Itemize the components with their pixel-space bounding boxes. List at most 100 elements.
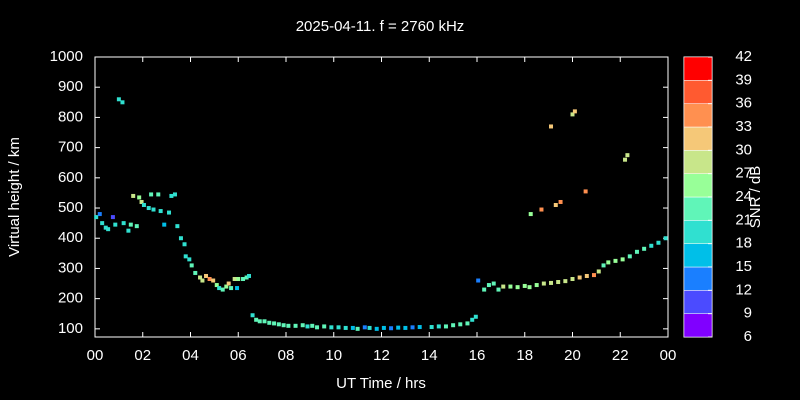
data-point [596,269,601,274]
data-point [229,286,234,291]
data-point [214,283,219,288]
data-point [634,249,639,254]
data-point [151,207,156,212]
data-point [158,209,163,214]
data-point [198,275,203,280]
data-point [620,257,625,262]
data-point [241,277,246,282]
data-point [172,192,177,197]
data-point [131,193,136,198]
colorbar-band [683,243,713,268]
data-point [137,195,142,200]
x-tick-label: 00 [660,347,677,364]
data-point [656,240,661,245]
data-point [146,206,151,211]
data-point [178,236,183,241]
data-point [355,326,360,331]
x-tick-label: 06 [230,347,247,364]
data-point [515,285,520,290]
data-point [286,323,291,328]
data-point [300,323,305,328]
y-tick-label: 300 [58,259,83,276]
data-point [281,323,286,328]
data-point [553,203,558,208]
data-point [528,212,533,217]
colorbar-band [683,80,713,104]
data-point [374,326,379,331]
data-point [139,199,144,204]
colorbar-tick-label: 24 [735,188,752,205]
data-point [591,273,596,278]
data-point [200,278,205,283]
data-point [663,236,668,241]
data-point [458,322,463,327]
data-point [267,320,272,325]
chart-title: 2025-04-11. f = 2760 kHz [296,18,465,35]
data-point [94,215,99,220]
data-point [236,277,241,282]
data-point [336,325,341,330]
data-point [381,325,386,330]
data-point [601,263,606,268]
data-point [128,222,133,227]
colorbar-band [683,126,713,151]
data-point [149,192,154,197]
data-point [522,283,527,288]
data-point [232,277,237,282]
colorbar-tick-label: 12 [735,281,752,298]
colorbar-tick-label: 27 [735,165,752,182]
colorbar-band [683,196,713,221]
data-point [113,222,118,227]
data-point [403,325,408,330]
data-point [329,325,334,330]
y-tick-label: 400 [58,229,83,246]
y-tick-label: 800 [58,108,83,125]
data-point [121,221,126,226]
colorbar-label: SNR / dB [747,166,764,229]
data-point [343,325,348,330]
data-point [389,326,394,331]
data-point [563,279,568,284]
y-tick-label: 600 [58,169,83,186]
data-point [486,283,491,288]
data-point [534,283,539,288]
colorbar-tick-label: 9 [744,305,752,322]
data-point [189,263,194,268]
data-point [257,319,262,324]
colorbar-tick-label: 42 [735,48,752,65]
data-point [193,270,198,275]
data-point [410,325,415,330]
data-point [627,254,632,259]
data-point [436,324,441,329]
y-tick-label: 1000 [50,48,83,65]
data-point [120,100,125,105]
data-point [549,124,554,129]
data-point [625,153,630,158]
data-point [110,215,115,220]
data-point [443,324,448,329]
data-point [207,277,212,282]
data-point [254,317,259,322]
y-tick-label: 500 [58,199,83,216]
x-tick-label: 22 [612,347,629,364]
data-point [103,225,108,230]
data-point [141,203,146,208]
data-point [235,286,240,291]
data-point [310,323,315,328]
data-point [367,325,372,330]
data-point [429,325,434,330]
data-point [211,278,216,283]
data-point [476,278,481,283]
data-point [613,258,618,263]
x-tick-label: 00 [87,347,104,364]
colorbar-tick-label: 6 [744,328,752,345]
data-point [106,227,111,232]
data-point [558,199,563,204]
data-point [226,281,231,286]
colorbar-tick-label: 15 [735,258,752,275]
data-point [204,273,209,278]
colorbar-tick-label: 18 [735,235,752,252]
x-tick-label: 18 [516,347,533,364]
